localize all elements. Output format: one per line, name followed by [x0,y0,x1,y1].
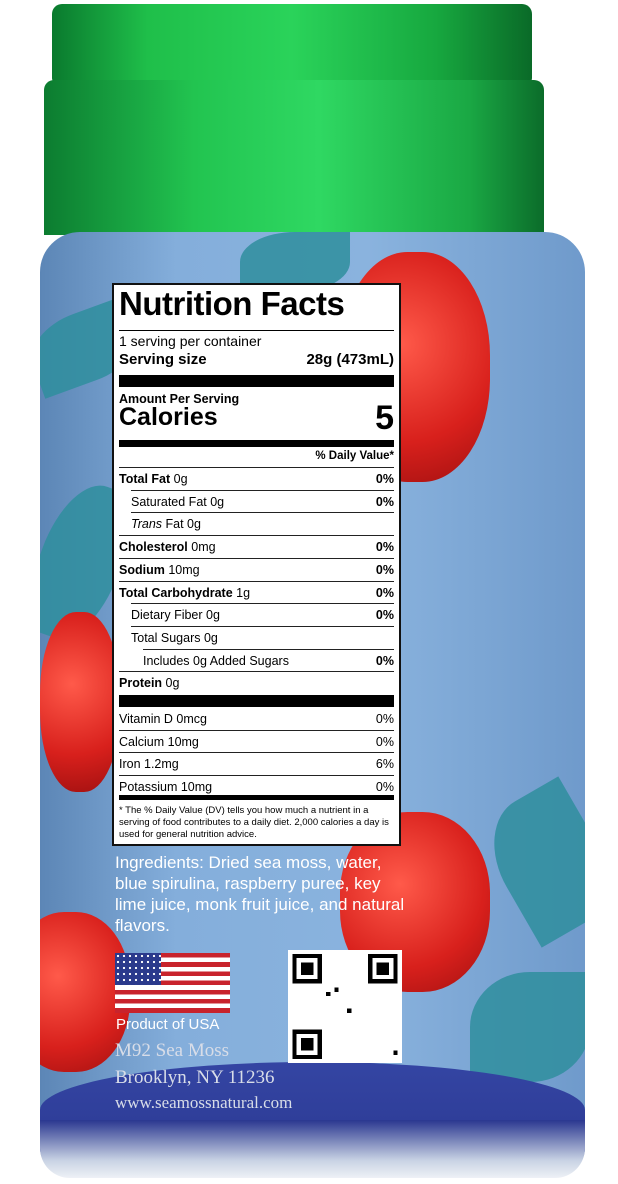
nutrition-facts-panel: Nutrition Facts 1 serving per container … [112,283,401,846]
servings-per-container: 1 serving per container [119,333,262,349]
nutrient-name: Total Carbohydrate [119,585,233,600]
brand-name: M92 Sea Moss [115,1040,230,1061]
divider [119,695,394,707]
nutrient-label: Trans Fat 0g [131,517,201,531]
nutrient-row: Total Sugars 0g [131,625,394,649]
nutrient-name: Trans [131,517,163,532]
nutrient-dv: 0% [375,608,394,623]
nutrient-label: Sodium 10mg [119,563,200,577]
calories-label: Calories [119,403,218,431]
vitamin-dv: 0% [375,711,394,726]
nutrient-label: Includes 0g Added Sugars [143,654,289,668]
sea-moss-leaf [470,972,585,1082]
qr-code[interactable] [288,950,402,1063]
nutrient-amount: 0g [162,676,180,691]
nutrient-row: Saturated Fat 0g 0% [131,489,394,513]
nutrient-label: Total Fat 0g [119,472,188,486]
nutrient-name: Sodium [119,562,165,577]
nutrient-row: Includes 0g Added Sugars 0% [143,648,394,672]
raspberry-image [40,612,120,792]
vitamin-label: Calcium 10mg [119,734,199,749]
ingredients-text: Ingredients: Dried sea moss, water, blue… [115,853,405,935]
nutrient-name: Includes 0g Added Sugars [143,653,289,668]
us-flag-icon [115,953,230,1013]
nutrient-row: Cholesterol 0mg 0% [119,535,394,558]
nutrient-dv: 0% [375,585,394,600]
vitamin-label: Potassium 10mg [119,779,213,794]
daily-value-header: % Daily Value* [315,450,394,462]
nutrient-dv: 0% [375,494,394,509]
vitamin-label: Vitamin D 0mcg [119,711,207,726]
calories: Calories 5 [119,399,394,437]
divider [119,375,394,387]
divider [119,440,394,447]
nutrient-dv: 0% [375,562,394,577]
nutrient-row: Trans Fat 0g [131,512,394,535]
vitamin-row: Vitamin D 0mcg 0% [119,707,394,730]
jar-neck [44,80,544,235]
amount-per-serving: Amount Per Serving [119,392,240,406]
nutrient-label: Protein 0g [119,676,179,690]
nutrient-label: Saturated Fat 0g [131,495,224,509]
calories-value: 5 [375,399,394,437]
nutrient-name: Dietary Fiber 0g [131,608,220,623]
nutrition-title: Nutrition Facts [119,285,345,322]
daily-value-footnote: * The % Daily Value (DV) tells you how m… [119,805,389,840]
sea-moss-leaf [240,232,350,292]
nutrient-row: Total Carbohydrate 1g 0% [119,580,394,604]
origin-text: Product of USA [116,1016,220,1033]
nutrient-label: Total Carbohydrate 1g [119,586,250,600]
serving-size-label: Serving size [119,351,207,368]
jar-lid [52,4,532,84]
nutrient-name: Total Fat [119,472,171,486]
nutrient-name: Cholesterol [119,540,188,555]
nutrient-name: Protein [119,676,163,691]
vitamin-dv: 0% [375,779,394,794]
jar-glass-bottom [40,1120,585,1178]
vitamin-row: Potassium 10mg 0% [119,774,394,798]
nutrient-label: Cholesterol 0mg [119,540,216,554]
website-link[interactable]: www.seamossnatural.com [115,1093,293,1112]
nutrient-amount: 0mg [187,540,216,555]
nutrient-amount: 1g [232,585,251,600]
vitamin-dv: 6% [375,757,394,771]
brand-address: Brooklyn, NY 11236 [115,1067,275,1088]
vitamin-row: Calcium 10mg 0% [119,729,394,753]
nutrient-amount: 10mg [164,562,200,577]
nutrient-row: Total Fat 0g 0% [119,467,394,490]
serving-size: Serving size 28g (473mL) [119,351,394,368]
nutrient-label: Dietary Fiber 0g [131,608,220,622]
nutrient-name: Total Sugars 0g [131,630,218,645]
vitamin-row: Iron 1.2mg 6% [119,752,394,775]
nutrient-row: Protein 0g [119,671,394,694]
divider [119,795,394,800]
nutrient-name: Saturated Fat 0g [131,494,225,509]
nutrient-row: Dietary Fiber 0g 0% [131,603,394,626]
nutrient-amount: Fat 0g [162,517,201,532]
nutrient-dv: 0% [375,540,394,555]
nutrient-label: Total Sugars 0g [131,631,218,645]
nutrient-dv: 0% [375,653,394,668]
nutrient-dv: 0% [375,472,394,486]
vitamin-dv: 0% [375,734,394,749]
serving-size-value: 28g (473mL) [306,351,394,368]
vitamin-label: Iron 1.2mg [119,757,179,771]
nutrient-amount: 0g [170,472,188,486]
nutrient-row: Sodium 10mg 0% [119,557,394,581]
